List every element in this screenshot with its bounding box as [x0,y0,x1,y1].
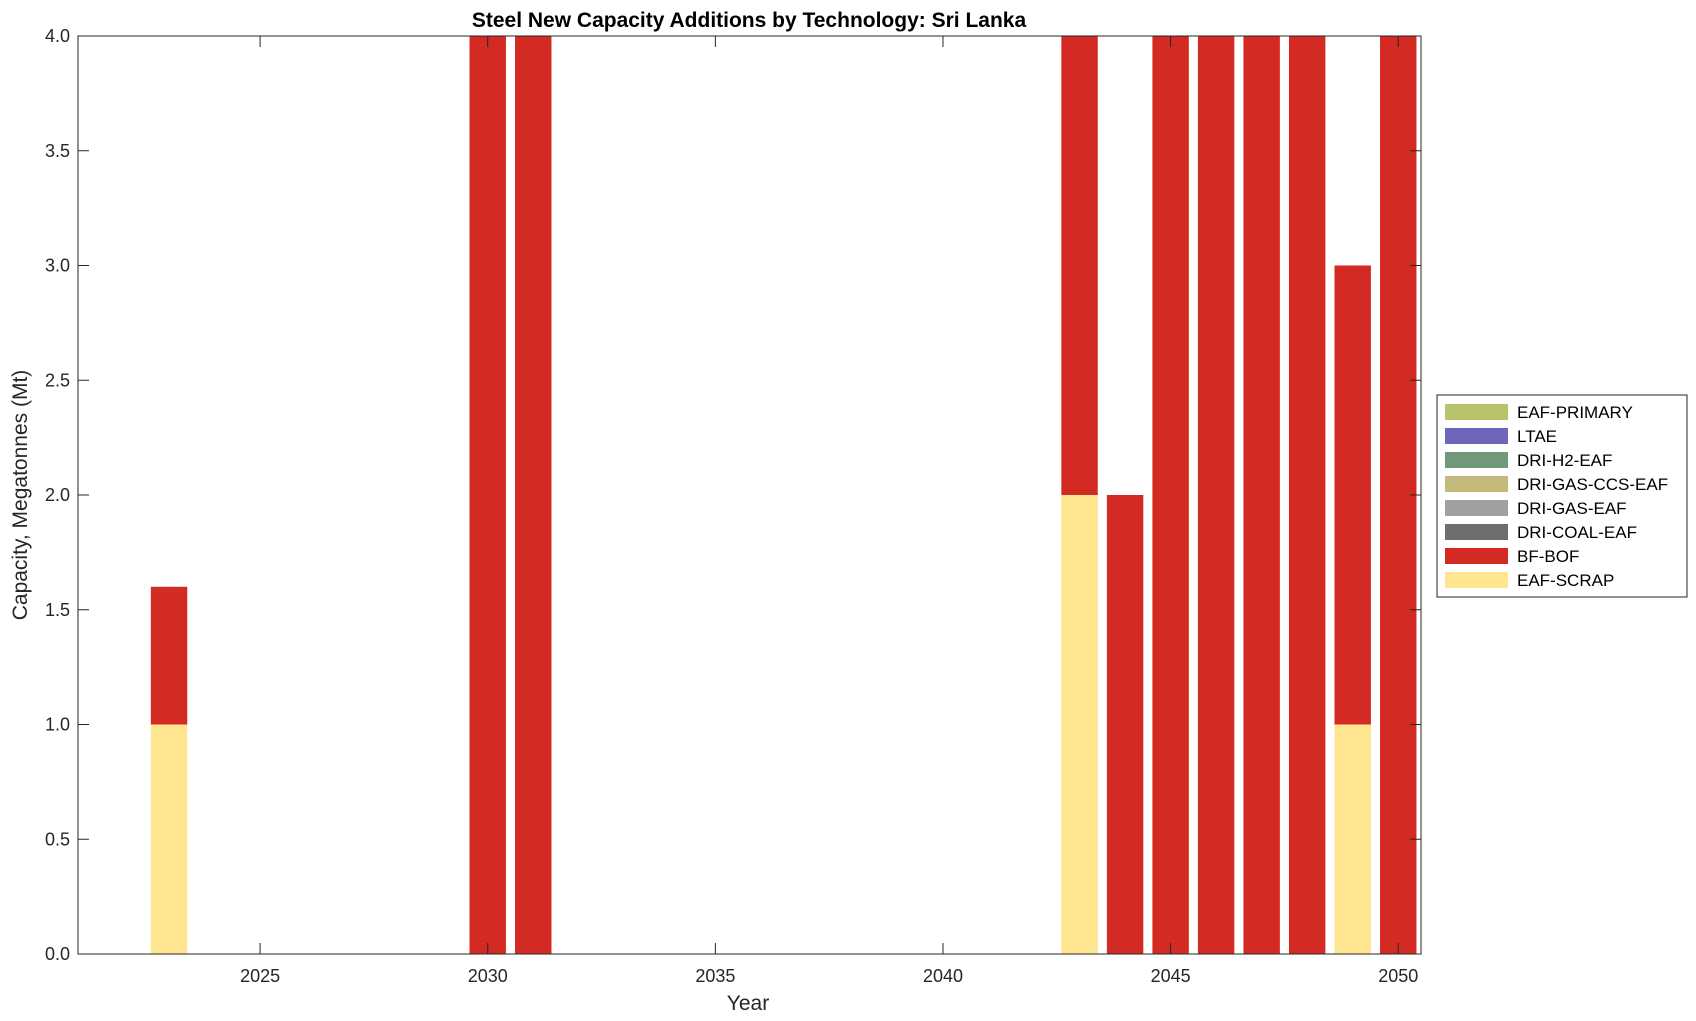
legend-swatch-dri-gas-ccs-eaf [1445,476,1508,492]
bar-bf-bof-2044 [1106,495,1144,954]
y-tick-label-8: 4.0 [45,26,70,46]
bar-bf-bof-2049 [1334,265,1371,725]
y-tick-label-0: 0.0 [45,944,70,964]
legend-swatch-dri-coal-eaf [1445,524,1508,540]
x-tick-label-2050: 2050 [1378,966,1418,986]
y-tick-label-5: 2.5 [45,370,70,390]
plot-area [78,36,1421,954]
legend-label-dri-gas-ccs-eaf: DRI-GAS-CCS-EAF [1517,475,1668,494]
x-tick-label-2035: 2035 [695,966,735,986]
bar-bf-bof-2031 [515,36,552,954]
y-tick-label-1: 0.5 [45,829,70,849]
x-tick-label-2030: 2030 [468,966,508,986]
legend: EAF-PRIMARY LTAE DRI-H2-EAF DRI-GAS-CCS-EAF… [1436,394,1688,598]
bar-bf-bof-2046 [1197,36,1235,954]
legend-label-bf-bof: BF-BOF [1517,547,1579,566]
legend-swatch-dri-gas-eaf [1445,500,1508,516]
bar-bf-bof-2045 [1152,36,1189,954]
bar-bf-bof-2047 [1243,36,1280,954]
bar-bf-bof-2048 [1288,36,1326,954]
x-tick-label-2045: 2045 [1151,966,1191,986]
y-tick-label-6: 3.0 [45,256,70,276]
y-tick-label-7: 3.5 [45,141,70,161]
legend-label-dri-gas-eaf: DRI-GAS-EAF [1517,499,1627,518]
legend-swatch-bf-bof [1445,548,1508,564]
y-tick-label-2: 1.0 [45,715,70,735]
bar-eaf-scrap-2049 [1334,724,1371,954]
bar-bf-bof-2043 [1061,36,1098,495]
bar-bf-bof-2030 [469,36,506,954]
legend-label-eaf-primary: EAF-PRIMARY [1517,403,1633,422]
y-tick-label-4: 2.0 [45,485,70,505]
legend-swatch-ltae [1445,428,1508,444]
bar-bf-bof-2023 [150,586,188,725]
x-tick-label-2040: 2040 [923,966,963,986]
legend-label-ltae: LTAE [1517,427,1557,446]
legend-label-eaf-scrap: EAF-SCRAP [1517,571,1614,590]
legend-swatch-eaf-primary [1445,404,1508,420]
bars-group [150,36,1417,954]
legend-swatch-eaf-scrap [1445,572,1508,588]
legend-box [1436,394,1688,598]
chart-title: Steel New Capacity Additions by Technolo… [472,9,1027,32]
legend-label-dri-coal-eaf: DRI-COAL-EAF [1517,523,1637,542]
legend-label-dri-h2-eaf: DRI-H2-EAF [1517,451,1612,470]
axes-group: 2025 2030 2035 2040 2045 2050 0.0 0.5 1.0 1.5 2.0 2… [45,26,1422,986]
y-axis-title: Capacity, Megatonnes (Mt) [9,370,32,621]
x-tick-label-2025: 2025 [240,966,280,986]
bar-eaf-scrap-2023 [150,724,188,954]
y-tick-label-3: 1.5 [45,600,70,620]
bar-eaf-scrap-2043 [1061,495,1098,954]
legend-swatch-dri-h2-eaf [1445,452,1508,468]
x-axis-title: Year [727,992,769,1015]
